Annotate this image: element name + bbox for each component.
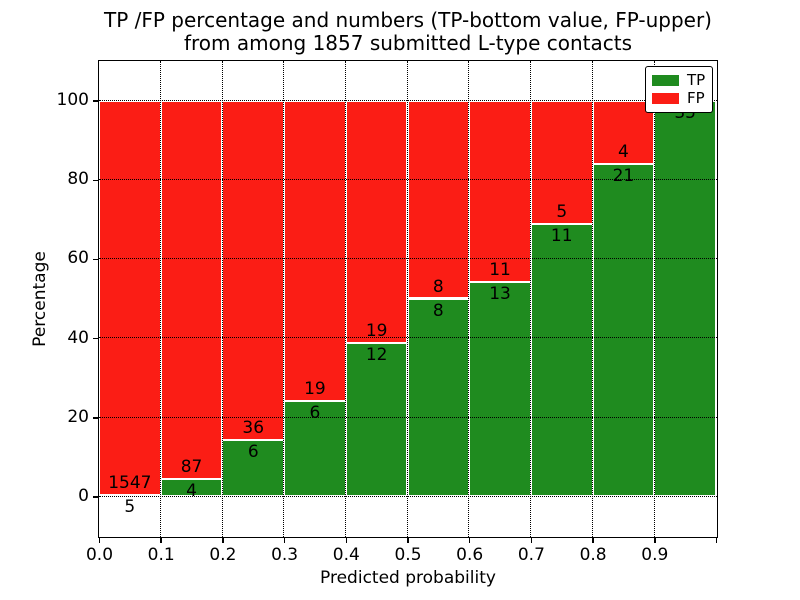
x-tick-label-0.9: 0.9 [641,545,669,565]
legend-entry-fp: FP [652,91,706,106]
y-tick-40 [93,337,98,340]
gridline-x-0.7 [530,61,532,537]
gridline-x-0.8 [591,61,593,537]
x-tick-0.5 [407,538,409,543]
tp-bar-segment-8 [592,163,655,497]
x-tick-0.2 [222,538,224,543]
fp-bar-segment-0 [99,100,161,496]
legend-label-tp: TP [687,70,706,89]
legend: TP FP [645,66,713,113]
y-tick-20 [93,417,98,419]
bar-count-label-tp-6: 13 [489,284,511,304]
x-tick-label-0.7: 0.7 [517,545,545,565]
gridline-y-60 [99,258,717,260]
plot-area: 15475874366196191288111351142135 [98,60,718,538]
x-tick-0 [98,538,101,543]
bar-count-label-tp-1: 4 [186,481,197,502]
bar-count-label-tp-0: 5 [124,497,136,518]
bar-count-label-fp-8: 4 [618,141,629,162]
gridline-x-0.4 [345,61,347,537]
gridline-y-80 [99,179,717,180]
bar-count-label-fp-1: 87 [180,457,203,478]
bar-count-label-tp-5: 8 [432,300,444,321]
chart-title: TP /FP percentage and numbers (TP-bottom… [98,9,718,55]
x-tick-label-0.1: 0.1 [147,545,175,565]
fp-bar-segment-6 [469,100,531,282]
gridline-x-0.6 [468,61,470,537]
tp-bar-segment-7 [530,224,593,497]
legend-entry-tp: TP [652,70,706,89]
x-tick-0.9 [654,538,656,543]
fp-bar-segment-2 [222,100,285,440]
fp-bar-segment-1 [160,100,223,479]
x-tick-label-0.5: 0.5 [394,545,422,565]
bar-count-label-fp-3: 19 [304,379,326,400]
gridline-x-0.2 [221,61,223,537]
x-tick-label-0.3: 0.3 [271,545,299,565]
x-tick-0.4 [345,538,348,543]
y-tick-label-60: 60 [67,248,89,269]
y-tick-label-40: 40 [67,327,89,348]
gridline-y-40 [99,337,717,339]
chart-title-line2: from among 1857 submitted L-type contact… [183,31,633,55]
y-tick-0 [93,496,98,498]
tp-bar-segment-5 [407,298,470,497]
gridline-x-0.1 [159,61,161,537]
y-tick-60 [93,258,98,261]
x-tick-0.3 [283,538,286,543]
x-axis-label: Predicted probability [320,568,496,588]
bar-count-label-tp-8: 21 [612,165,635,186]
tp-bar-segment-9 [654,100,716,497]
gridline-x-0.5 [406,61,408,537]
bar-count-label-fp-6: 11 [489,260,511,280]
gridline-y-100 [99,99,717,101]
x-tick-label-0.8: 0.8 [579,545,607,565]
x-tick-label-0.2: 0.2 [209,545,237,565]
chart-title-line1: TP /FP percentage and numbers (TP-bottom… [104,8,712,32]
x-tick-0.7 [530,538,533,543]
fp-bar-segment-4 [345,100,408,344]
fp-bar-segment-5 [407,100,470,299]
gridline-x-0.3 [283,61,285,537]
bar-count-label-fp-7: 5 [556,202,568,223]
bar-count-label-tp-7: 11 [550,226,573,247]
tp-swatch [652,74,679,86]
bar-count-label-fp-0: 1547 [108,473,152,494]
legend-label-fp: FP [687,89,705,108]
bar-count-label-fp-4: 19 [365,321,388,342]
y-tick-80 [93,179,98,181]
bar-count-label-tp-2: 6 [247,441,259,462]
x-tick-label-0.0: 0.0 [85,545,114,565]
tp-bar-segment-6 [469,282,531,497]
x-tick-0.6 [468,538,471,543]
bar-count-label-tp-4: 12 [365,345,388,366]
fp-bar-segment-8 [592,100,655,164]
y-tick-label-20: 20 [67,406,89,427]
y-tick-label-100: 100 [56,90,89,111]
gridline-x-0.9 [653,61,655,537]
x-tick-0.1 [160,538,162,543]
x-tick-1 [715,538,718,543]
x-tick-0.8 [592,538,594,543]
gridline-y-20 [99,416,717,418]
fp-bar-segment-3 [284,100,346,402]
fp-swatch [652,93,679,105]
fp-bar-segment-7 [530,100,593,225]
tp-bar-segment-4 [345,343,408,497]
y-tick-100 [93,100,98,102]
bar-count-label-fp-2: 36 [242,417,265,438]
gridline-y-0 [99,495,717,497]
y-tick-label-80: 80 [67,169,89,190]
bar-count-label-fp-5: 8 [432,276,444,297]
y-tick-label-0: 0 [78,485,89,506]
x-tick-label-0.6: 0.6 [456,545,484,565]
x-tick-label-0.4: 0.4 [332,545,360,565]
bar-count-label-tp-3: 6 [309,403,321,424]
